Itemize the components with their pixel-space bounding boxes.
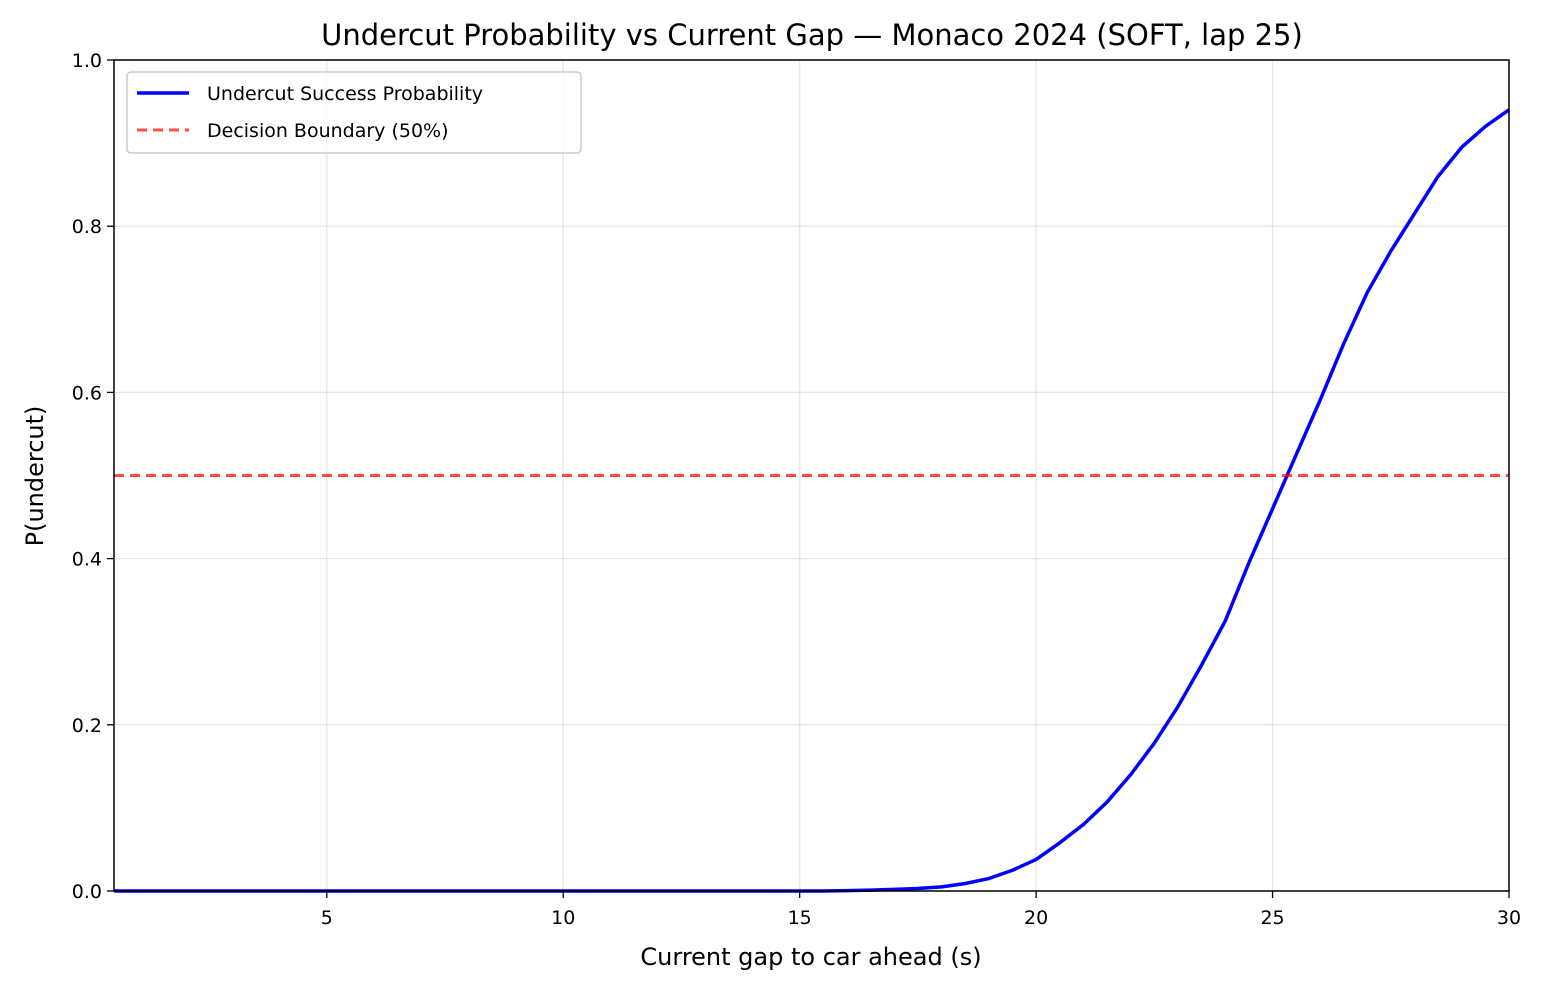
x-tick-label-3: 20 [1024,907,1048,929]
tick-layer: 5 10 15 20 25 30 0.0 0.2 0.4 0.6 0.8 1.0 [72,50,1521,929]
x-tick-label-0: 5 [321,907,333,929]
plot-frame [113,59,1510,892]
x-tick-label-5: 30 [1497,907,1521,929]
y-tick-label-4: 0.8 [72,216,102,238]
y-tick-label-5: 1.0 [72,50,102,72]
x-tick-label-2: 15 [788,907,812,929]
y-axis-label: P(undercut) [21,406,49,547]
y-tick-label-0: 0.0 [72,881,102,903]
x-tick-label-4: 25 [1260,907,1284,929]
chart-title: Undercut Probability vs Current Gap — Mo… [321,18,1303,52]
legend-box [126,71,582,154]
x-tick-label-1: 10 [551,907,575,929]
legend: Undercut Success Probability Decision Bo… [126,71,582,154]
y-tick-label-2: 0.4 [72,549,102,571]
y-tick-label-1: 0.2 [72,715,102,737]
legend-label-undercut: Undercut Success Probability [207,83,483,105]
x-axis-label: Current gap to car ahead (s) [640,943,981,971]
legend-label-boundary: Decision Boundary (50%) [207,120,449,142]
y-tick-label-3: 0.6 [72,382,102,404]
